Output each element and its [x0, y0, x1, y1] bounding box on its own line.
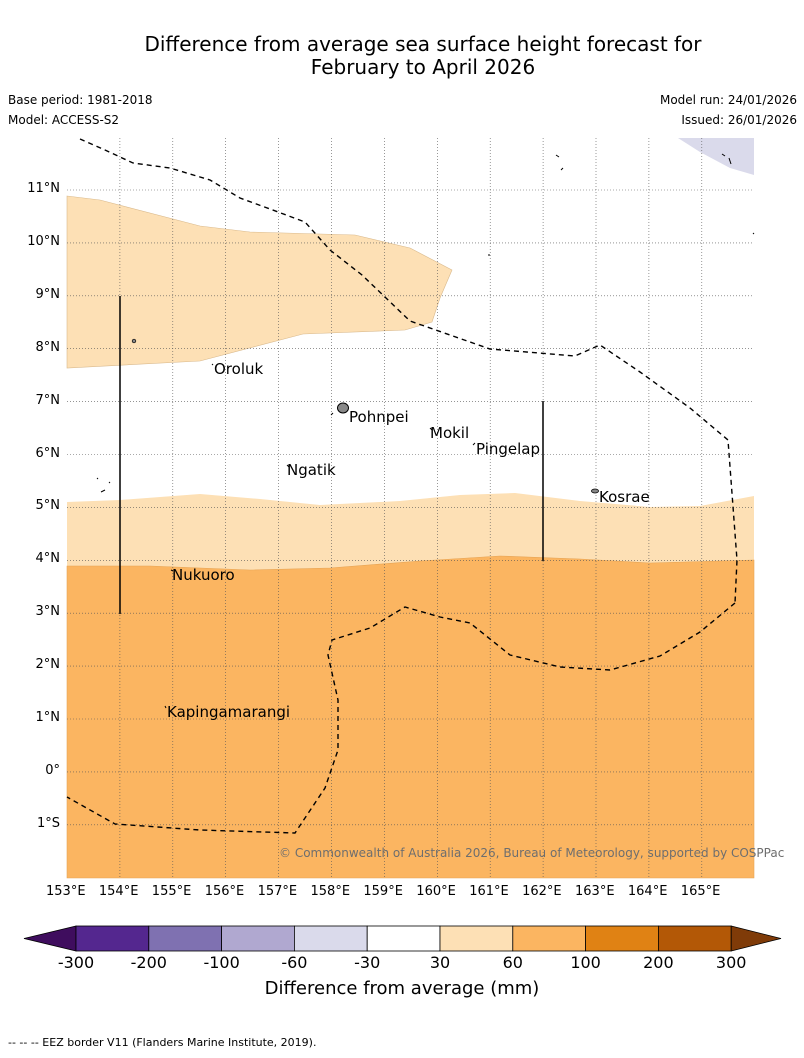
- longitude-label: 157°E: [257, 884, 298, 899]
- colorbar-title: Difference from average (mm): [264, 978, 540, 999]
- longitude-label: 165°E: [680, 884, 721, 899]
- base-period: Base period: 1981-2018: [8, 93, 153, 107]
- colorbar-tick-label: 300: [715, 953, 747, 972]
- zone-negative-northeast: [678, 138, 754, 175]
- colorbar-segment: [293, 925, 368, 952]
- colorbar-tick-label: -300: [57, 953, 95, 972]
- colorbar-arrow-max: [730, 925, 782, 952]
- latitude-label: 4°N: [35, 551, 61, 567]
- model-run: Model run: 24/01/2026: [659, 93, 797, 107]
- colorbar-segment: [512, 925, 586, 952]
- place-label-mokil: Mokil: [430, 424, 470, 442]
- colorbar-segment: [75, 925, 150, 952]
- place-label-pohnpei: Pohnpei: [349, 408, 409, 426]
- zone-30-60-north: [66, 195, 453, 369]
- colorbar-tick-label: 200: [643, 953, 674, 972]
- latitude-label: 1°N: [35, 710, 61, 725]
- zone-60-100-south: [66, 555, 755, 879]
- colorbar-segment: [366, 925, 441, 952]
- longitude-label: 158°E: [310, 884, 351, 899]
- colorbar-tick-label: -30: [354, 953, 381, 972]
- kosrae-island: [591, 488, 599, 494]
- latitude-label: 5°N: [35, 498, 61, 514]
- chart-title: Difference from average sea surface heig…: [0, 33, 804, 79]
- small-islets: [96, 153, 755, 709]
- latitude-label: 7°N: [35, 392, 61, 408]
- latitude-label: 3°N: [35, 604, 61, 620]
- colorbar-segment: [439, 925, 514, 952]
- colorbar-segment: [221, 925, 295, 952]
- copyright-notice: © Commonwealth of Australia 2026, Bureau…: [279, 846, 785, 860]
- longitude-label: 161°E: [469, 884, 509, 899]
- longitude-label: 159°E: [363, 884, 403, 899]
- latitude-label: 0°: [45, 762, 60, 778]
- place-label-ngatik: Ngatik: [287, 461, 336, 479]
- colorbar: [23, 925, 782, 952]
- eez-border-north: [79, 138, 738, 604]
- colorbar-segment: [148, 925, 223, 952]
- place-label-kapingamarangi: Kapingamarangi: [167, 703, 291, 721]
- place-label-pingelap: Pingelap: [476, 440, 541, 458]
- title-line-1: Difference from average sea surface heig…: [144, 32, 702, 56]
- issued-date: Issued: 26/01/2026: [681, 113, 797, 127]
- colorbar-tick-label: -60: [281, 953, 308, 972]
- latitude-label: 2°N: [35, 657, 61, 673]
- island-dot: [131, 338, 137, 344]
- colorbar-segment: [585, 925, 659, 952]
- latitude-label: 10°N: [27, 233, 60, 249]
- longitude-label: 162°E: [522, 884, 562, 899]
- pohnpei-island: [337, 402, 349, 414]
- latitude-label: 11°N: [27, 181, 60, 196]
- latitude-label: 1°S: [36, 815, 60, 831]
- latitude-label: 6°N: [35, 445, 61, 461]
- title-line-2: February to April 2026: [310, 55, 536, 79]
- longitude-label: 160°E: [416, 884, 456, 899]
- longitude-label: 154°E: [98, 884, 139, 899]
- latitude-label: 8°N: [35, 339, 61, 355]
- model-name: Model: ACCESS-S2: [8, 113, 120, 127]
- place-label-nukuoro: Nukuoro: [172, 566, 235, 584]
- eez-legend-footer: -- -- -- EEZ border V11 (Flanders Marine…: [8, 1036, 317, 1049]
- colorbar-segment: [658, 925, 732, 952]
- colorbar-arrow-min: [23, 925, 77, 952]
- colorbar-tick-label: 100: [570, 953, 601, 972]
- longitude-label: 156°E: [204, 884, 245, 899]
- place-label-oroluk: Oroluk: [214, 360, 264, 378]
- colorbar-tick-label: 60: [502, 953, 523, 972]
- longitude-label: 163°E: [575, 884, 615, 899]
- longitude-label: 164°E: [627, 884, 668, 899]
- latitude-label: 9°N: [35, 286, 61, 302]
- eez-borders: [66, 138, 738, 834]
- place-label-kosrae: Kosrae: [599, 488, 650, 506]
- longitude-label: 153°E: [46, 884, 86, 899]
- longitude-label: 155°E: [151, 884, 192, 899]
- colorbar-tick-label: 30: [429, 953, 451, 972]
- colorbar-tick-label: -100: [203, 953, 240, 972]
- colorbar-tick-label: -200: [130, 953, 167, 972]
- eez-border-south: [66, 602, 736, 834]
